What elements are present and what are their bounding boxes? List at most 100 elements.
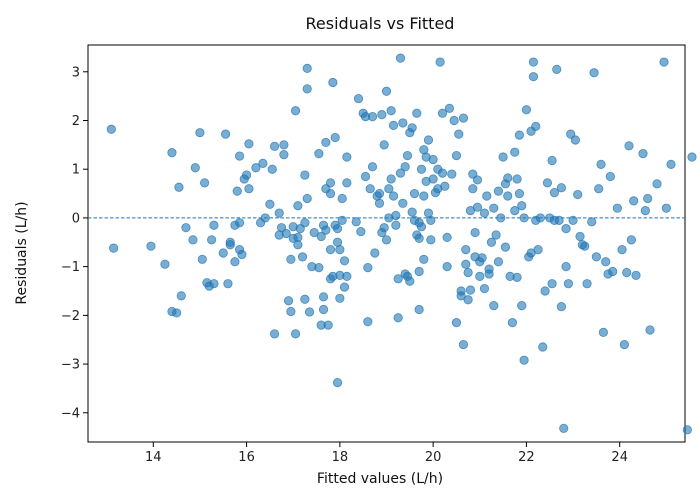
data-point (444, 103, 455, 113)
data-point (167, 148, 177, 158)
data-point (591, 252, 601, 262)
data-point (414, 233, 424, 243)
data-point (381, 86, 392, 96)
data-point (512, 272, 522, 282)
data-point (398, 198, 408, 208)
data-point (498, 152, 508, 162)
data-point (500, 242, 511, 252)
data-point (423, 135, 434, 145)
data-point (594, 184, 604, 194)
data-point (489, 301, 499, 311)
data-point (367, 162, 378, 172)
data-point (351, 217, 361, 227)
data-point (666, 159, 676, 169)
x-tick-label: 20 (425, 450, 442, 465)
data-point (542, 178, 553, 188)
data-point (267, 164, 277, 174)
x-tick-label: 18 (332, 450, 349, 465)
data-point (297, 252, 308, 262)
data-point (442, 232, 452, 243)
data-point (379, 223, 389, 233)
data-point (374, 188, 385, 199)
data-point (549, 187, 560, 198)
data-point (568, 215, 578, 225)
data-point (416, 222, 427, 232)
data-point (402, 150, 413, 161)
y-tick-label: −3 (61, 358, 80, 373)
data-point (258, 158, 268, 168)
data-point (426, 215, 436, 225)
data-point (325, 178, 336, 188)
data-point (374, 198, 385, 208)
data-point (652, 179, 662, 189)
y-tick-label: −4 (61, 406, 80, 421)
data-point (580, 241, 590, 251)
data-point (587, 217, 597, 227)
data-point (342, 178, 352, 188)
data-point (463, 295, 473, 305)
data-point (225, 237, 235, 247)
data-point (575, 231, 585, 242)
data-point (388, 120, 399, 130)
data-point (531, 121, 541, 131)
data-point (472, 175, 483, 185)
data-point (241, 170, 252, 180)
data-point (552, 64, 562, 74)
data-point (456, 286, 466, 296)
data-point (335, 244, 345, 255)
chart-title: Residuals vs Fitted (306, 14, 455, 33)
data-point (386, 106, 396, 116)
data-point (528, 57, 539, 67)
data-point (659, 57, 669, 67)
data-point (435, 57, 445, 67)
data-point (409, 188, 420, 199)
x-axis-label: Fitted values (L/h) (317, 471, 443, 487)
data-point (463, 267, 473, 278)
data-point (622, 267, 632, 278)
data-point (533, 244, 543, 255)
data-point (283, 296, 294, 306)
data-point (337, 215, 347, 225)
data-point (477, 253, 487, 263)
data-point (200, 178, 210, 188)
data-point (465, 285, 476, 295)
data-point (269, 329, 280, 339)
data-point (172, 308, 182, 318)
data-point (337, 193, 347, 204)
data-point (302, 63, 312, 73)
data-point (388, 191, 399, 201)
data-point (419, 254, 429, 264)
data-point (491, 230, 501, 240)
data-point (468, 184, 478, 194)
data-point (405, 276, 415, 286)
data-point (318, 304, 329, 315)
data-point (458, 113, 469, 123)
x-tick-label: 14 (145, 450, 162, 465)
data-point (447, 169, 457, 179)
data-point (556, 301, 567, 312)
data-point (293, 232, 303, 243)
data-point (353, 93, 364, 104)
data-point (482, 191, 492, 201)
data-point (386, 174, 396, 184)
x-tick-label: 24 (611, 450, 628, 465)
data-point (363, 317, 373, 327)
data-point (519, 213, 529, 223)
data-point (323, 320, 333, 330)
data-point (181, 223, 191, 233)
data-point (314, 263, 324, 273)
data-point (605, 171, 615, 182)
data-point (293, 201, 303, 211)
data-point (412, 108, 422, 118)
data-point (629, 196, 639, 206)
data-point (451, 150, 462, 161)
data-point (302, 193, 312, 204)
y-tick-label: 2 (72, 114, 80, 129)
data-point (496, 213, 506, 223)
data-point (528, 72, 539, 82)
data-point (279, 150, 289, 160)
data-point (561, 224, 571, 234)
data-point (367, 112, 378, 122)
data-point (339, 256, 350, 266)
